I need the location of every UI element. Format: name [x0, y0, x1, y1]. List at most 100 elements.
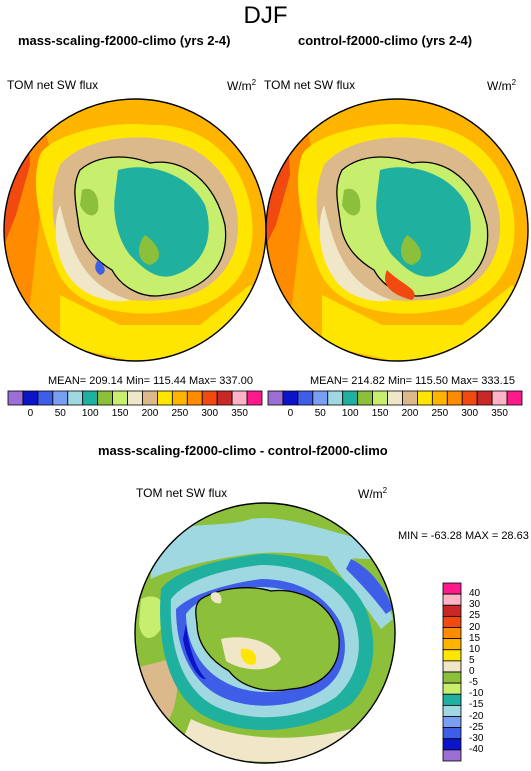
colorbar-diff-tick-label: -5: [469, 677, 478, 689]
map-diff-border: [134, 502, 396, 764]
colorbar-left-swatch: [142, 390, 158, 406]
colorbar-diff-swatch: [442, 604, 462, 617]
colorbar-right-swatch: [387, 390, 403, 406]
colorbar-diff-tick-label: -30: [469, 732, 484, 744]
colorbar-left-swatch: [97, 390, 113, 406]
colorbar-diff-swatch: [442, 716, 462, 729]
colorbar-left-swatch: [201, 390, 218, 406]
colorbar-right-swatch: [342, 390, 359, 406]
colorbar-right-tick-label: 0: [287, 408, 294, 419]
panel-left-units: W/m2: [227, 78, 257, 93]
map-right-field: [266, 99, 528, 361]
colorbar-diff-tick-label: 10: [469, 643, 481, 655]
colorbar-right-swatch: [431, 390, 448, 406]
colorbar-left: [7, 390, 263, 406]
colorbar-left-tick-label: 100: [81, 408, 99, 419]
colorbar-left-swatch: [216, 390, 233, 406]
colorbar-right-swatch: [312, 390, 329, 406]
colorbar-diff-swatch: [442, 615, 462, 628]
colorbar-right-swatch: [282, 390, 299, 406]
colorbar-right-swatch: [297, 390, 314, 406]
colorbar-diff-tick-label: -15: [469, 699, 484, 711]
colorbar-left-swatch: [231, 390, 248, 406]
diff-panel-stats: MIN = -63.28 MAX = 28.63: [398, 530, 529, 542]
colorbar-left-swatch: [157, 390, 173, 406]
colorbar-diff-swatch: [442, 749, 462, 762]
map-left-field: [4, 99, 266, 361]
colorbar-diff-swatch: [442, 738, 462, 751]
colorbar-right-swatch: [372, 390, 388, 406]
colorbar-left-swatch: [22, 390, 39, 406]
panel-right-variable: TOM net SW flux: [264, 78, 356, 92]
panel-left-variable: TOM net SW flux: [7, 78, 99, 92]
colorbar-diff-swatch: [442, 660, 462, 673]
colorbar-diff-tick-label: -20: [469, 710, 484, 722]
colorbar-left-swatch: [7, 390, 24, 406]
colorbar-diff-tick-label: -40: [469, 743, 484, 755]
colorbar-right-swatch: [327, 390, 344, 406]
colorbar-left-tick-label: 50: [54, 408, 66, 419]
colorbar-right-swatch: [446, 390, 463, 406]
colorbar-diff-swatch: [442, 649, 462, 662]
colorbar-right-swatch: [506, 390, 523, 406]
panel-right-stats: MEAN= 214.82 Min= 115.50 Max= 333.15: [310, 375, 515, 387]
colorbar-diff-swatch: [442, 671, 462, 684]
colorbar-diff-swatch: [442, 582, 462, 595]
colorbar-right-tick-label: 250: [431, 408, 449, 419]
panel-right-units: W/m2: [487, 78, 517, 93]
colorbar-left-tick-label: 150: [111, 408, 129, 419]
colorbar-diff-tick-label: -10: [469, 688, 484, 700]
colorbar-right-tick-label: 50: [314, 408, 326, 419]
panel-left-title: mass-scaling-f2000-climo (yrs 2-4): [18, 33, 231, 48]
colorbar-right: [267, 390, 523, 406]
colorbar-diff-tick-label: 20: [469, 621, 481, 633]
map-diff-field: [135, 503, 395, 763]
colorbar-right-tick-label: 200: [401, 408, 419, 419]
colorbar-left-swatch: [37, 390, 54, 406]
diff-panel-title: mass-scaling-f2000-climo - control-f2000…: [98, 443, 388, 458]
colorbar-diff-swatch: [442, 638, 462, 651]
colorbar-right-swatch: [417, 390, 433, 406]
map-diff: [134, 502, 396, 764]
colorbar-left-swatch: [186, 390, 203, 406]
map-right: [265, 98, 529, 362]
colorbar-diff-tick-label: 30: [469, 599, 481, 611]
colorbar-right-tick-label: 150: [371, 408, 389, 419]
colorbar-right-swatch: [491, 390, 508, 406]
colorbar-diff-swatch: [442, 682, 462, 695]
colorbar-diff-tick-label: 0: [469, 666, 475, 677]
page-title: DJF: [243, 2, 288, 29]
colorbar-left-swatch: [127, 390, 143, 406]
colorbar-diff-tick-label: -25: [469, 721, 484, 733]
colorbar-diff-swatch: [442, 727, 462, 740]
colorbar-right-tick-label: 100: [341, 408, 359, 419]
map-right-border: [265, 98, 529, 362]
colorbar-diff-tick-label: 40: [469, 588, 481, 600]
colorbar-left-swatch: [171, 390, 188, 406]
colorbar-left-swatch: [52, 390, 69, 406]
colorbar-right-tick-label: 300: [461, 408, 479, 419]
colorbar-diff-swatch: [442, 627, 462, 640]
colorbar-right-swatch: [402, 390, 418, 406]
panel-right-title: control-f2000-climo (yrs 2-4): [298, 33, 473, 48]
colorbar-right-swatch: [357, 390, 373, 406]
colorbar-diff: [442, 582, 462, 762]
colorbar-left-tick-label: 350: [231, 408, 248, 419]
diff-panel-variable: TOM net SW flux: [136, 486, 228, 500]
diff-panel-units: W/m2: [358, 486, 388, 501]
colorbar-diff-swatch: [442, 693, 462, 706]
colorbar-right-tick-label: 350: [491, 408, 508, 419]
colorbar-left-tick-label: 250: [171, 408, 189, 419]
panel-left-stats: MEAN= 209.14 Min= 115.44 Max= 337.00: [48, 375, 253, 387]
colorbar-diff-tick-label: 15: [469, 632, 481, 644]
colorbar-right-swatch: [476, 390, 493, 406]
colorbar-left-tick-label: 300: [201, 408, 219, 419]
colorbar-left-tick-label: 0: [27, 408, 34, 419]
map-left: [3, 98, 267, 362]
colorbar-left-tick-label: 200: [141, 408, 159, 419]
colorbar-left-swatch: [246, 390, 263, 406]
colorbar-right-swatch: [461, 390, 478, 406]
colorbar-left-swatch: [67, 390, 84, 406]
colorbar-diff-swatch: [442, 704, 462, 717]
colorbar-diff-swatch: [442, 593, 462, 606]
